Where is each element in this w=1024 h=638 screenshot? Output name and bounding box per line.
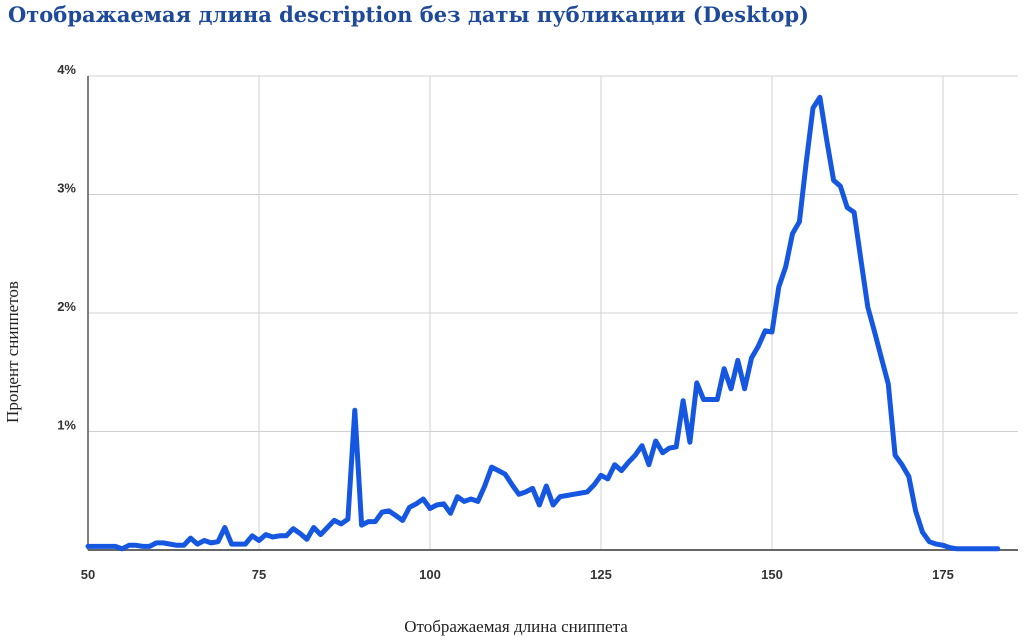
x-tick-label: 175: [932, 567, 954, 582]
y-tick-label: 2%: [57, 299, 76, 314]
x-tick-label: 100: [419, 567, 441, 582]
x-tick-label: 125: [590, 567, 612, 582]
series-line: [85, 94, 1001, 552]
y-tick-label: 3%: [57, 181, 76, 196]
grid-lines: [88, 75, 1018, 550]
x-tick-label: 75: [252, 567, 266, 582]
y-tick-label: 4%: [57, 62, 76, 77]
x-axis-ticks: 50 75 100 125 150 175: [81, 567, 954, 582]
y-axis-label: Процент сниппетов: [3, 281, 22, 423]
axes: [87, 76, 1018, 551]
chart-title: Отображаемая длина description без даты …: [8, 2, 809, 27]
y-tick-label: 1%: [57, 418, 76, 433]
x-tick-label: 50: [81, 567, 95, 582]
y-axis-ticks: 1% 2% 3% 4%: [57, 62, 76, 433]
x-tick-label: 150: [761, 567, 783, 582]
x-axis-label: Отображаемая длина сниппета: [404, 617, 628, 636]
